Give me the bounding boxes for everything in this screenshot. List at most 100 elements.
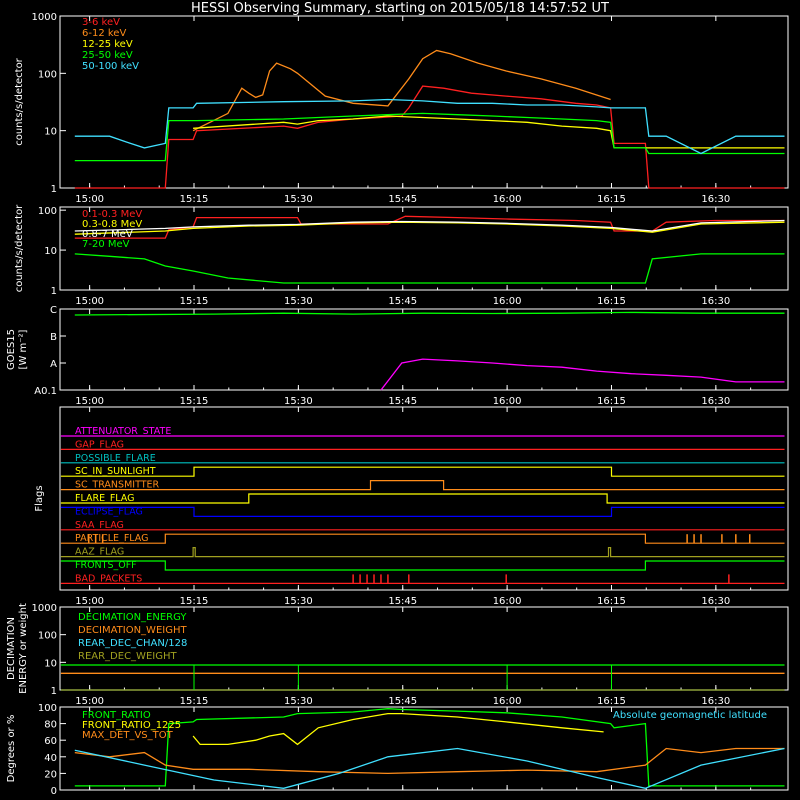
y-tick-label: 1000 <box>32 12 57 23</box>
x-tick-label: 16:30 <box>701 194 730 205</box>
gxr-frame <box>59 206 789 291</box>
flag-label: BAD_PACKETS <box>75 573 142 584</box>
x-tick-label: 16:30 <box>701 396 730 407</box>
series-line-0-8-7-mev <box>74 219 785 232</box>
x-tick-label: 16:15 <box>597 396 626 407</box>
x-tick-label: 16:15 <box>597 596 626 607</box>
y-tick-label: 1 <box>51 686 57 697</box>
series-line-6-12-kev <box>192 49 611 132</box>
x-tick-label: 16:00 <box>493 396 522 407</box>
goes-panel: 15:00 15:15 15:30 15:45 16:00 16:15 16:30 A0.1 A… <box>6 305 789 407</box>
flag-label: ATTENUATOR_STATE <box>75 426 171 437</box>
y-tick-label: 0 <box>51 786 57 797</box>
flags-frame <box>59 406 789 591</box>
y-tick-label: 10 <box>44 246 57 257</box>
flag-label: PARTICLE_FLAG <box>75 533 148 544</box>
y-tick-label: 100 <box>38 703 57 714</box>
hxr-panel: 15:00 15:15 15:30 15:45 16:00 16:15 16:30 1 10 10… <box>14 12 789 205</box>
flag-label: ECLIPSE_FLAG <box>75 506 143 517</box>
flag-label: FRONTS_OFF <box>75 560 137 571</box>
x-tick-label: 15:15 <box>180 194 209 205</box>
flag-label: AAZ_FLAG <box>75 547 124 558</box>
series-line-25-50-kev <box>74 112 785 162</box>
x-tick-label: 16:00 <box>493 194 522 205</box>
flag-label: SAA_FLAG <box>75 520 124 531</box>
flag-line <box>60 493 785 504</box>
y-axis-label: Degrees or % <box>6 715 17 783</box>
y-tick-label: A <box>50 359 57 370</box>
flag-label: SC_IN_SUNLIGHT <box>75 466 156 477</box>
y-tick-label: 10 <box>44 127 57 138</box>
legend-entry: FRONT_RATIO <box>82 710 151 721</box>
series-line-max-det-vs-tot <box>74 747 785 775</box>
y-tick-label: 60 <box>44 736 57 747</box>
y-tick-label: 1000 <box>32 603 57 614</box>
y-axis-label: GOES15 <box>6 329 17 370</box>
gxr-panel: 15:00 15:15 15:30 15:45 16:00 16:15 16:30 1 10 10… <box>14 204 789 307</box>
x-tick-label: 16:00 <box>493 296 522 307</box>
series-line-front-ratio-1225 <box>192 712 604 746</box>
x-tick-label: 15:30 <box>284 596 313 607</box>
flag-line <box>60 560 785 571</box>
x-tick-label: 15:30 <box>284 194 313 205</box>
flag-label: FLARE_FLAG <box>75 493 135 504</box>
x-tick-label: 15:45 <box>388 596 417 607</box>
x-tick-label: 15:00 <box>75 696 104 707</box>
series-line-3-6-kev <box>74 85 785 189</box>
x-tick-label: 15:45 <box>388 194 417 205</box>
legend-entry: 6-12 keV <box>82 28 126 39</box>
flag-line <box>60 466 785 477</box>
y-tick-label: B <box>50 332 57 343</box>
legend-entry: DECIMATION_WEIGHT <box>78 625 187 636</box>
legend-entry: 3-6 keV <box>82 17 120 28</box>
x-tick-label: 15:45 <box>388 396 417 407</box>
series-line-goes-magenta <box>380 358 785 391</box>
legend-entry: 7-20 MeV <box>82 239 130 250</box>
legend-entry: DECIMATION_ENERGY <box>78 612 187 623</box>
x-tick-label: 16:15 <box>597 296 626 307</box>
y-axis-unit: [W m⁻²] <box>18 329 29 369</box>
right-legend-entry: Absolute geomagnetic latitude <box>613 710 767 721</box>
flag-label: GAP_FLAG <box>75 439 124 450</box>
y-tick-label: 80 <box>44 720 57 731</box>
x-tick-label: 15:30 <box>284 396 313 407</box>
x-tick-label: 15:45 <box>388 696 417 707</box>
ratio-frame <box>59 706 789 791</box>
decim-panel: 15:00 15:15 15:30 15:45 16:00 16:15 16:30 1 10 10… <box>6 603 789 707</box>
x-tick-label: 16:30 <box>701 596 730 607</box>
legend-entry: MAX_DET_VS_TOT <box>82 730 174 741</box>
x-tick-label: 16:30 <box>701 696 730 707</box>
y-tick-label: 20 <box>44 769 57 780</box>
legend-entry: REAR_DEC_CHAN/128 <box>78 638 187 649</box>
legend-entry: 0.3-0.8 MeV <box>82 219 142 230</box>
x-tick-label: 16:00 <box>493 696 522 707</box>
y-tick-label: C <box>50 305 57 316</box>
legend-entry: 0.8-7 MeV <box>82 229 133 240</box>
legend-entry: 0.1-0.3 MeV <box>82 209 142 220</box>
x-tick-label: 16:15 <box>597 194 626 205</box>
legend-entry: 25-50 keV <box>82 50 133 61</box>
series-line-0-3-0-8-mev <box>74 221 785 235</box>
legend-entry: FRONT_RATIO_1225 <box>82 720 181 731</box>
x-tick-label: 15:45 <box>388 296 417 307</box>
x-tick-label: 15:30 <box>284 296 313 307</box>
series-line-goes-green <box>74 311 785 316</box>
y-tick-label: 100 <box>38 69 57 80</box>
y-tick-label: 100 <box>38 206 57 217</box>
chart-title: HESSI Observing Summary, starting on 201… <box>191 1 609 16</box>
legend-entry: 12-25 keV <box>82 39 133 50</box>
y-axis-label: counts/s/detector <box>14 57 25 145</box>
x-tick-label: 15:00 <box>75 396 104 407</box>
y-axis-label: ENERGY or weight <box>18 603 29 694</box>
legend-entry: 50-100 keV <box>82 61 139 72</box>
y-tick-label: 40 <box>44 753 57 764</box>
x-tick-label: 15:00 <box>75 596 104 607</box>
series-line-12-25-kev <box>193 115 785 149</box>
series-line-7-20-mev <box>74 253 785 284</box>
x-tick-label: 15:15 <box>180 696 209 707</box>
y-axis-label: DECIMATION <box>6 617 17 680</box>
series-line-front-ratio <box>74 708 785 787</box>
x-tick-label: 15:00 <box>75 194 104 205</box>
y-tick-label: A0.1 <box>34 386 57 397</box>
